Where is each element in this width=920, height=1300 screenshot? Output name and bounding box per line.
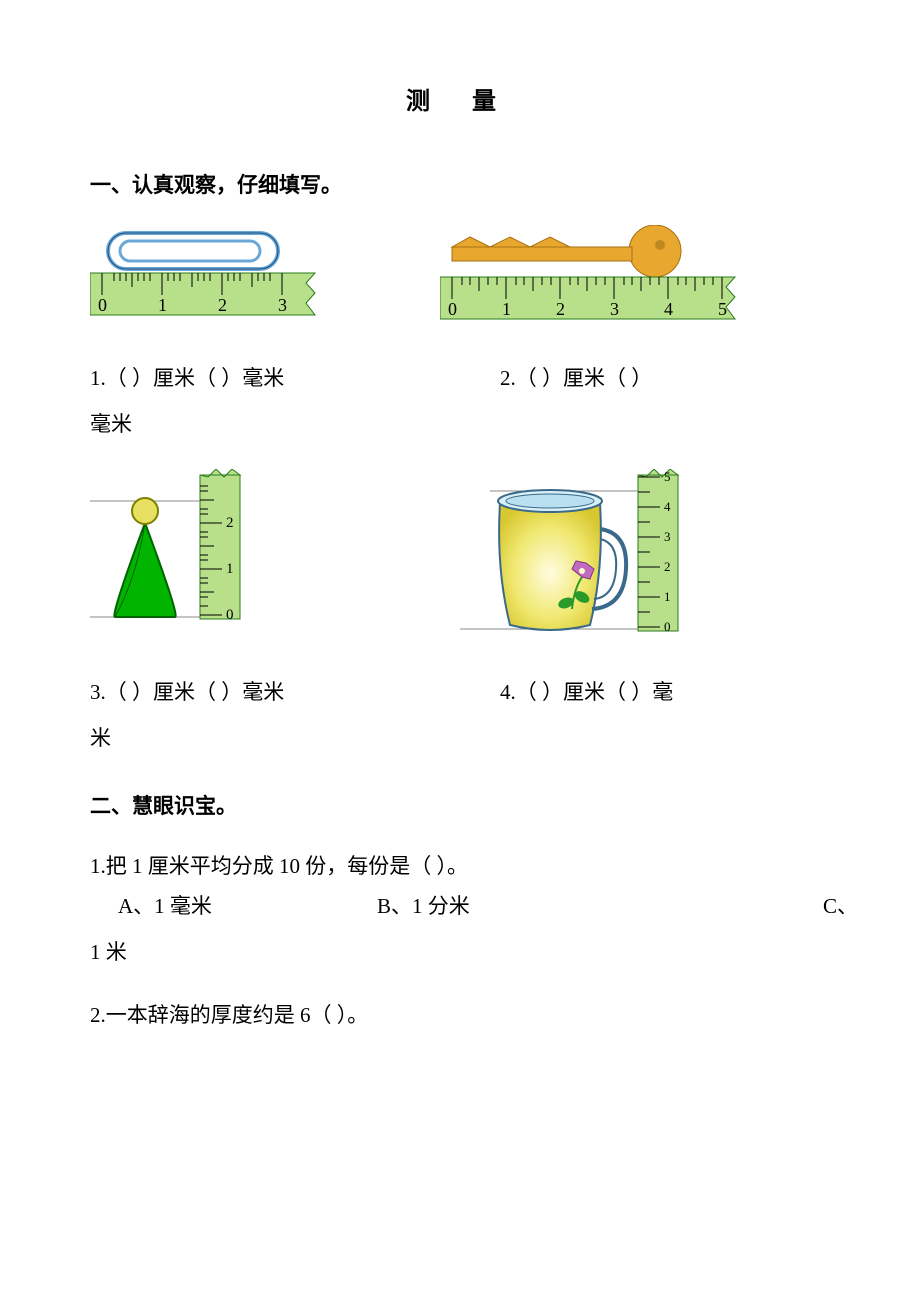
page-title: 测 量 [90, 80, 830, 126]
mug-icon [460, 490, 638, 630]
figure-row-2: 0 1 2 [90, 469, 830, 653]
s2-q1-choices: A、1 毫米 B、1 分米 C、 [90, 887, 830, 927]
svg-text:3: 3 [664, 529, 671, 544]
choice-c: C、 [710, 887, 858, 927]
svg-text:2: 2 [664, 559, 671, 574]
svg-text:1: 1 [158, 295, 167, 315]
svg-text:0: 0 [98, 295, 107, 315]
ruler-icon: 0 1 2 3 [90, 273, 315, 315]
svg-text:2: 2 [218, 295, 227, 315]
svg-text:2: 2 [226, 515, 234, 531]
choice-c-continuation: 1 米 [90, 933, 830, 973]
q2-continuation: 毫米 [90, 405, 830, 445]
question-row-2: 3.（ ）厘米（ ）毫米 4.（ ）厘米（ ）毫 [90, 673, 830, 713]
svg-text:4: 4 [664, 299, 673, 319]
q4-text: 4.（ ）厘米（ ）毫 [500, 673, 830, 713]
ruler-vertical-icon: 0 1 2 3 4 5 [638, 469, 678, 634]
svg-text:3: 3 [278, 295, 287, 315]
svg-text:5: 5 [664, 469, 671, 484]
svg-text:3: 3 [610, 299, 619, 319]
figure-paperclip: 0 1 2 3 [90, 225, 320, 339]
s2-q1: 1.把 1 厘米平均分成 10 份，每份是（ ）。 [90, 847, 830, 887]
figure-mug: 0 1 2 3 4 5 [460, 469, 690, 653]
svg-text:0: 0 [226, 607, 234, 623]
figure-row-1: 0 1 2 3 [90, 225, 830, 339]
figure-key: 0 1 2 3 4 5 [440, 225, 740, 339]
figure-cone: 0 1 2 [90, 469, 270, 653]
choice-b: B、1 分米 [377, 887, 710, 927]
s2-q2: 2.一本辞海的厚度约是 6（ ）。 [90, 996, 830, 1036]
q3-text: 3.（ ）厘米（ ）毫米 [90, 673, 460, 713]
cone-icon [90, 498, 200, 617]
svg-text:4: 4 [664, 499, 671, 514]
svg-text:0: 0 [664, 619, 671, 634]
question-row-1: 1.（ ）厘米（ ）毫米 2.（ ）厘米（ ） [90, 359, 830, 399]
svg-text:1: 1 [664, 589, 671, 604]
choice-a: A、1 毫米 [90, 887, 377, 927]
paperclip-icon [108, 233, 278, 269]
section1-heading: 一、认真观察，仔细填写。 [90, 166, 830, 206]
svg-text:2: 2 [556, 299, 565, 319]
svg-text:1: 1 [502, 299, 511, 319]
q4-continuation: 米 [90, 719, 830, 759]
section2-heading: 二、慧眼识宝。 [90, 787, 830, 827]
key-icon [452, 225, 681, 277]
svg-text:5: 5 [718, 299, 727, 319]
q1-text: 1.（ ）厘米（ ）毫米 [90, 359, 460, 399]
svg-text:1: 1 [226, 561, 234, 577]
svg-text:0: 0 [448, 299, 457, 319]
ruler-icon: 0 1 2 3 4 5 [440, 277, 735, 319]
q2-text: 2.（ ）厘米（ ） [500, 359, 830, 399]
ruler-vertical-icon: 0 1 2 [200, 469, 242, 623]
